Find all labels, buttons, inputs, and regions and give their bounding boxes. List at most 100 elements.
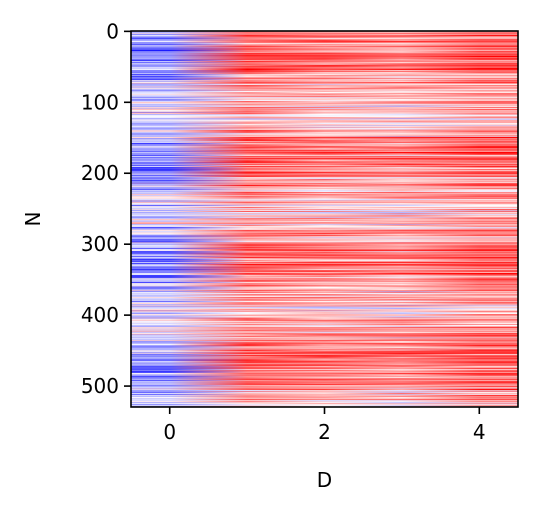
heatmap-row: [131, 298, 518, 300]
heatmap-row: [131, 214, 518, 215]
heatmap-row: [131, 120, 518, 122]
heatmap-row: [131, 221, 518, 223]
heatmap-row: [131, 273, 518, 275]
heatmap-row: [131, 97, 518, 99]
heatmap-row: [131, 166, 518, 168]
heatmap-row: [131, 219, 518, 220]
heatmap-row: [131, 116, 518, 118]
heatmap-row: [131, 199, 518, 201]
heatmap-row: [131, 175, 518, 177]
heatmap-row: [131, 201, 518, 203]
heatmap-row: [131, 306, 518, 308]
heatmap-row: [131, 43, 518, 45]
heatmap-row: [131, 162, 518, 164]
heatmap-row: [131, 381, 518, 383]
heatmap-row: [131, 143, 518, 145]
heatmap-row: [131, 395, 518, 397]
heatmap-row: [131, 342, 518, 344]
heatmap-row: [131, 38, 518, 40]
heatmap-row: [131, 270, 518, 272]
heatmap-row: [131, 86, 518, 88]
heatmap-row: [131, 32, 518, 34]
heatmap-row: [131, 62, 518, 64]
heatmap-row: [131, 405, 518, 407]
heatmap-row: [131, 180, 518, 182]
heatmap-row: [131, 233, 518, 235]
heatmap-row: [131, 104, 518, 106]
heatmap-row: [131, 111, 518, 113]
heatmap-row: [131, 252, 518, 254]
heatmap-row: [131, 253, 518, 255]
heatmap-row: [131, 394, 518, 396]
heatmap-row: [131, 192, 518, 194]
heatmap-row: [131, 172, 518, 174]
heatmap-row: [131, 72, 518, 74]
heatmap-row: [131, 75, 518, 77]
heatmap-row: [131, 303, 518, 305]
heatmap-row: [131, 392, 518, 394]
heatmap-row: [131, 292, 518, 294]
heatmap-row: [131, 338, 518, 340]
heatmap-row: [131, 210, 518, 212]
heatmap-row: [131, 284, 518, 286]
heatmap-row: [131, 404, 518, 406]
heatmap-row: [131, 243, 518, 245]
heatmap-row: [131, 175, 518, 176]
heatmap-row: [131, 248, 518, 250]
heatmap-row: [131, 400, 518, 402]
heatmap-row: [131, 82, 518, 84]
heatmap-row: [131, 265, 518, 267]
heatmap-row: [131, 283, 518, 285]
heatmap-row: [131, 156, 518, 158]
heatmap-row: [131, 261, 518, 263]
heatmap-row: [131, 389, 518, 391]
heatmap-row: [131, 167, 518, 169]
heatmap-row: [131, 209, 518, 211]
heatmap-row: [131, 313, 518, 315]
heatmap-row: [131, 209, 518, 211]
heatmap-row: [131, 385, 518, 386]
heatmap-row: [131, 292, 518, 294]
heatmap-row: [131, 263, 518, 265]
heatmap-row: [131, 238, 518, 240]
heatmap-row: [131, 287, 518, 289]
heatmap-row: [131, 79, 518, 81]
heatmap-row: [131, 146, 518, 148]
heatmap-row: [131, 50, 518, 52]
heatmap-row: [131, 282, 518, 284]
heatmap-row: [131, 256, 518, 258]
heatmap-row: [131, 365, 518, 367]
heatmap-row: [131, 280, 518, 282]
heatmap-row: [131, 125, 518, 127]
heatmap-row: [131, 268, 518, 270]
heatmap-row: [131, 45, 518, 47]
heatmap-row: [131, 228, 518, 230]
heatmap-row: [131, 203, 518, 205]
heatmap-row: [131, 238, 518, 240]
heatmap-row: [131, 62, 518, 64]
heatmap-row: [131, 69, 518, 71]
heatmap-row: [131, 371, 518, 373]
heatmap-row: [131, 135, 518, 137]
heatmap-row: [131, 231, 518, 233]
heatmap-row: [131, 159, 518, 161]
heatmap-row: [131, 197, 518, 199]
heatmap-row: [131, 328, 518, 330]
heatmap-row: [131, 177, 518, 179]
heatmap-row: [131, 269, 518, 271]
heatmap-row: [131, 306, 518, 308]
heatmap-row: [131, 289, 518, 291]
heatmap-row: [131, 375, 518, 377]
heatmap-row: [131, 188, 518, 190]
x-tick-label: 4: [473, 420, 486, 444]
heatmap-row: [131, 70, 518, 72]
heatmap-row: [131, 360, 518, 362]
heatmap-row: [131, 101, 518, 103]
heatmap-row: [131, 382, 518, 384]
heatmap-row: [131, 308, 518, 310]
heatmap-row: [131, 107, 518, 109]
heatmap-row: [131, 168, 518, 170]
heatmap-row: [131, 388, 518, 390]
heatmap-row: [131, 148, 518, 150]
heatmap-row: [131, 200, 518, 202]
